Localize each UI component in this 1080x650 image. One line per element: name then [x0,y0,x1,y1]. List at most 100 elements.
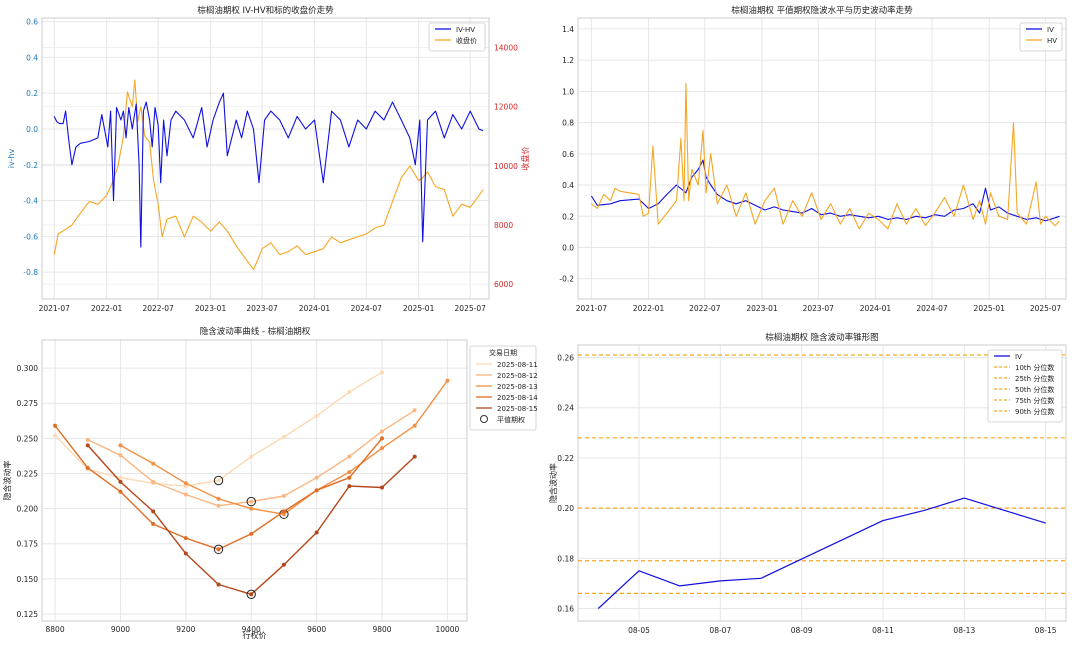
chart3-series-1-point-3 [183,492,188,497]
chart2-ytick-4: 0.6 [562,150,574,159]
chart4-legend-label-4: 75th 分位数 [1015,396,1054,405]
chart3-series-0-atm-marker [213,475,224,486]
chart1-ytick-5: -0.4 [23,197,38,206]
chart3-series-2-point-9 [412,423,417,428]
chart4-legend-label-3: 50th 分位数 [1015,385,1054,394]
chart3-legend-marker-5 [480,415,488,423]
chart3-series-3-point-5 [216,547,221,552]
chart3-series-4-point-3 [183,551,188,556]
chart2-xtick-7: 2025-01 [974,304,1006,313]
chart3-series-4-point-6 [281,562,286,567]
chart4-legend-label-2: 25th 分位数 [1015,374,1054,383]
chart3-xtick-0: 8800 [46,625,65,634]
chart1-xtick-5: 2024-01 [299,304,331,313]
chart3-title: 隐含波动率曲线 - 棕榈油期权 [200,326,311,337]
chart3-ytick-0: 0.300 [17,364,39,373]
chart3-ytick-3: 0.225 [17,469,39,478]
chart1-series-ivhv-line [53,92,484,248]
chart4-xtick-5: 08-15 [1035,626,1057,635]
chart3-series-3-point-8 [314,488,319,493]
chart2-series-hv-line [591,83,1060,230]
chart2-xtick-4: 2023-07 [803,304,835,313]
chart4-ytick-2: 0.22 [557,454,574,463]
chart2-xtick-8: 2025-07 [1030,304,1062,313]
chart2-ytick-3: 0.8 [562,119,574,128]
chart1-xtick-1: 2022-01 [91,304,123,313]
chart3-series-4-point-0 [85,443,90,448]
chart4-xtick-1: 08-07 [709,626,731,635]
chart3-ytick-7: 0.125 [17,610,39,619]
chart3-series-2-point-5 [281,512,286,517]
chart3-series-0-point-9 [347,389,352,394]
chart1-ytick-1: 0.4 [26,53,38,62]
chart2-ytick-8: -0.2 [559,275,574,284]
chart1-y2label: 收盘价 [520,147,530,171]
chart3-xtick-3: 9400 [242,625,261,634]
chart3-series-0-point-4 [183,484,188,489]
chart1-ytick-3: 0.0 [26,125,38,134]
chart3-series-0-point-8 [314,413,319,418]
chart3-legend-label-4: 2025-08-15 [497,405,538,413]
chart3-series-0-point-7 [281,434,286,439]
chart1-ytick-6: -0.6 [23,232,38,241]
chart3-series-4-point-9 [380,485,384,490]
chart3-series-2-point-10 [445,378,450,383]
chart3-series-4-point-5 [249,592,254,597]
chart2-title: 棕榈油期权 平值期权隐波水平与历史波动率走势 [731,5,913,16]
chart4-legend-label-5: 90th 分位数 [1015,407,1054,416]
chart3-series-4-point-1 [118,479,123,484]
chart3-series-4-point-10 [412,454,417,459]
chart1-y2tick-1: 12000 [494,103,518,112]
chart2-xtick-6: 2024-07 [916,304,948,313]
chart1-y2tick-3: 8000 [494,221,513,230]
chart3-series-4-point-8 [347,484,352,489]
chart3-series-3-line [54,425,383,550]
chart1-xtick-2: 2022-07 [142,304,174,313]
chart4-series-iv-line [597,497,1046,609]
chart3-series-3-point-4 [183,536,188,541]
chart2-ytick-5: 0.4 [562,181,574,190]
chart3-series-4-point-7 [314,530,319,535]
chart1-xtick-4: 2023-07 [246,304,278,313]
chart1-ytick-2: 0.2 [26,89,38,98]
chart4-ylabel: 隐含波动率 [548,463,558,503]
chart3-series-4-point-4 [216,582,221,587]
chart3-series-2-point-1 [151,461,156,466]
chart3-ytick-5: 0.175 [17,540,39,549]
chart3-legend-label-1: 2025-08-12 [497,372,538,380]
chart3-series-3-point-3 [151,522,156,527]
chart4-ytick-3: 0.20 [557,504,574,513]
chart3-series-2-point-4 [249,506,254,511]
chart3-series-3-point-9 [347,475,352,480]
chart2-xtick-5: 2024-01 [860,304,892,313]
chart3-series-1-point-0 [85,437,90,442]
chart1-xtick-6: 2024-07 [351,304,383,313]
chart4-legend-label-0: IV [1015,353,1022,361]
chart3-legend-label-3: 2025-08-14 [497,394,538,402]
chart3-series-1-point-6 [281,493,286,498]
chart3-series-1-point-5 [249,499,254,504]
chart3-ylabel: 隐含波动率 [2,461,12,501]
chart4-xtick-4: 08-13 [953,626,975,635]
chart1-ylabel: iv-hv [7,149,16,169]
chart3-ytick-1: 0.275 [17,399,39,408]
chart1-frame [41,17,490,300]
chart2-ytick-7: 0.0 [562,243,574,252]
chart3-xtick-6: 10000 [435,625,459,634]
chart3-xlabel: 行权价 [243,630,267,640]
chart1-title: 棕榈油期权 IV-HV和标的收盘价走势 [197,5,334,16]
chart1-y2tick-4: 6000 [494,280,513,289]
chart1-xtick-7: 2025-01 [403,304,435,313]
chart3-series-3-point-1 [85,465,90,470]
chart3-ytick-2: 0.250 [17,434,39,443]
chart4-ytick-0: 0.26 [557,354,574,363]
chart2-legend-label-1: HV [1047,37,1057,45]
chart3-ytick-6: 0.150 [17,575,39,584]
chart2-ytick-2: 1.0 [562,87,574,96]
chart3-xtick-2: 9200 [176,625,195,634]
chart3-legend-label-5: 平值期权 [497,415,525,424]
chart3-frame [41,339,468,622]
chart4-ytick-5: 0.16 [557,604,574,613]
chart3-series-1-point-2 [151,479,156,484]
